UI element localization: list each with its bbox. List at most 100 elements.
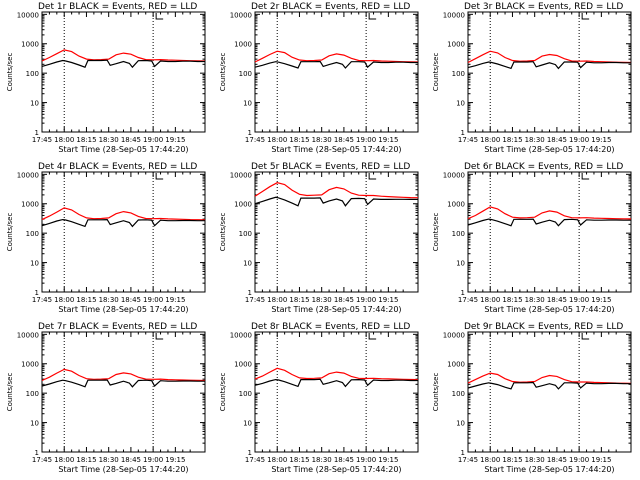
y-tick-label: 1000	[447, 201, 465, 209]
x-tick-label: 18:30	[99, 296, 119, 304]
marker-glyph	[368, 13, 377, 20]
x-tick-label: 18:30	[525, 136, 545, 144]
y-tick-label: 1	[461, 289, 465, 297]
x-axis-label: Start Time (28-Sep-05 17:44:20)	[484, 145, 614, 154]
x-tick-label: 18:00	[267, 136, 287, 144]
y-tick-label: 1000	[234, 361, 252, 369]
y-tick-label: 100	[239, 390, 252, 398]
events-series-line	[254, 60, 418, 69]
x-tick-label: 17:45	[245, 296, 265, 304]
y-tick-label: 10000	[230, 171, 252, 179]
lld-series-line	[254, 367, 419, 381]
y-tick-label: 1	[248, 449, 252, 457]
y-tick-label: 100	[26, 390, 39, 398]
y-tick-label: 100	[26, 70, 39, 78]
lld-series-line	[41, 49, 206, 62]
x-axis-label: Start Time (28-Sep-05 17:44:20)	[58, 465, 188, 474]
lld-series-line	[467, 206, 632, 220]
marker-glyph	[581, 333, 590, 340]
events-series-line	[254, 196, 418, 207]
y-tick-label: 10000	[443, 171, 465, 179]
x-tick-label: 18:15	[502, 136, 522, 144]
x-tick-label: 18:45	[547, 456, 567, 464]
chart-title: Det 8r BLACK = Events, RED = LLD	[251, 322, 410, 332]
x-tick-label: 19:15	[378, 456, 398, 464]
y-tick-label: 100	[452, 70, 465, 78]
marker-glyph	[155, 13, 164, 20]
y-tick-label: 1	[248, 289, 252, 297]
events-series-line	[467, 381, 631, 390]
events-series-line	[467, 218, 631, 227]
x-axis-label: Start Time (28-Sep-05 17:44:20)	[484, 465, 614, 474]
chart-panel-3: Det 3r BLACK = Events, RED = LLD 1 10 100 10…	[432, 2, 632, 154]
y-tick-label: 1	[248, 129, 252, 137]
y-axis-label: Counts/sec	[219, 213, 227, 252]
plot-frame	[41, 11, 206, 133]
chart-title: Det 1r BLACK = Events, RED = LLD	[38, 2, 197, 12]
x-axis-label: Start Time (28-Sep-05 17:44:20)	[484, 305, 614, 314]
x-tick-label: 18:30	[312, 136, 332, 144]
x-tick-label: 19:00	[143, 136, 163, 144]
x-tick-label: 18:15	[289, 456, 309, 464]
y-tick-label: 10	[243, 100, 252, 108]
y-tick-label: 1	[35, 129, 39, 137]
x-tick-label: 19:15	[591, 456, 611, 464]
x-tick-label: 19:15	[378, 296, 398, 304]
marker-glyph	[368, 333, 377, 340]
plot-frame	[254, 331, 419, 453]
y-tick-label: 1	[461, 449, 465, 457]
lld-series-line	[467, 372, 632, 384]
x-tick-label: 18:00	[480, 136, 500, 144]
lld-series-line	[254, 50, 419, 63]
x-axis-label: Start Time (28-Sep-05 17:44:20)	[271, 465, 401, 474]
y-tick-label: 10000	[17, 11, 39, 19]
chart-panel-8: Det 8r BLACK = Events, RED = LLD 1 10 100 10…	[219, 322, 419, 474]
y-tick-label: 10	[456, 260, 465, 268]
chart-panel-4: Det 4r BLACK = Events, RED = LLD 1 10 100 10…	[6, 162, 206, 314]
x-tick-label: 19:15	[165, 456, 185, 464]
y-tick-label: 10	[243, 260, 252, 268]
x-tick-label: 18:30	[312, 456, 332, 464]
x-axis-label: Start Time (28-Sep-05 17:44:20)	[58, 145, 188, 154]
x-tick-label: 18:45	[121, 456, 141, 464]
chart-panel-1: Det 1r BLACK = Events, RED = LLD 1 10 100 10…	[6, 2, 206, 154]
plot-frame	[41, 171, 206, 293]
y-tick-label: 10000	[443, 11, 465, 19]
lld-series-line	[467, 50, 632, 64]
y-tick-label: 10000	[230, 331, 252, 339]
lld-series-line	[41, 368, 206, 382]
events-series-line	[467, 61, 631, 70]
x-tick-label: 19:15	[591, 296, 611, 304]
y-tick-label: 100	[26, 230, 39, 238]
y-tick-label: 1	[35, 449, 39, 457]
marker-glyph	[155, 173, 164, 180]
x-tick-label: 17:45	[458, 456, 478, 464]
x-tick-label: 17:45	[458, 136, 478, 144]
y-tick-label: 10000	[230, 11, 252, 19]
x-tick-label: 17:45	[32, 296, 52, 304]
x-tick-label: 18:15	[76, 136, 96, 144]
chart-title: Det 4r BLACK = Events, RED = LLD	[38, 162, 197, 172]
y-tick-label: 10000	[17, 331, 39, 339]
events-series-line	[41, 59, 205, 69]
events-series-line	[41, 379, 205, 388]
x-tick-label: 18:00	[54, 456, 74, 464]
y-tick-label: 100	[452, 390, 465, 398]
plot-frame	[467, 11, 632, 133]
x-tick-label: 18:15	[289, 296, 309, 304]
y-tick-label: 10000	[443, 331, 465, 339]
x-axis-label: Start Time (28-Sep-05 17:44:20)	[58, 305, 188, 314]
x-tick-label: 18:45	[334, 296, 354, 304]
x-tick-label: 19:00	[143, 296, 163, 304]
y-tick-label: 1	[35, 289, 39, 297]
x-tick-label: 18:30	[525, 296, 545, 304]
y-tick-label: 10	[456, 420, 465, 428]
y-tick-label: 1000	[447, 41, 465, 49]
y-tick-label: 10	[30, 420, 39, 428]
x-tick-label: 18:45	[547, 136, 567, 144]
y-axis-label: Counts/sec	[219, 53, 227, 92]
chart-panel-7: Det 7r BLACK = Events, RED = LLD 1 10 100 10…	[6, 322, 206, 474]
y-tick-label: 1000	[234, 41, 252, 49]
chart-panel-9: Det 9r BLACK = Events, RED = LLD 1 10 100 10…	[432, 322, 632, 474]
lld-series-line	[41, 207, 206, 221]
